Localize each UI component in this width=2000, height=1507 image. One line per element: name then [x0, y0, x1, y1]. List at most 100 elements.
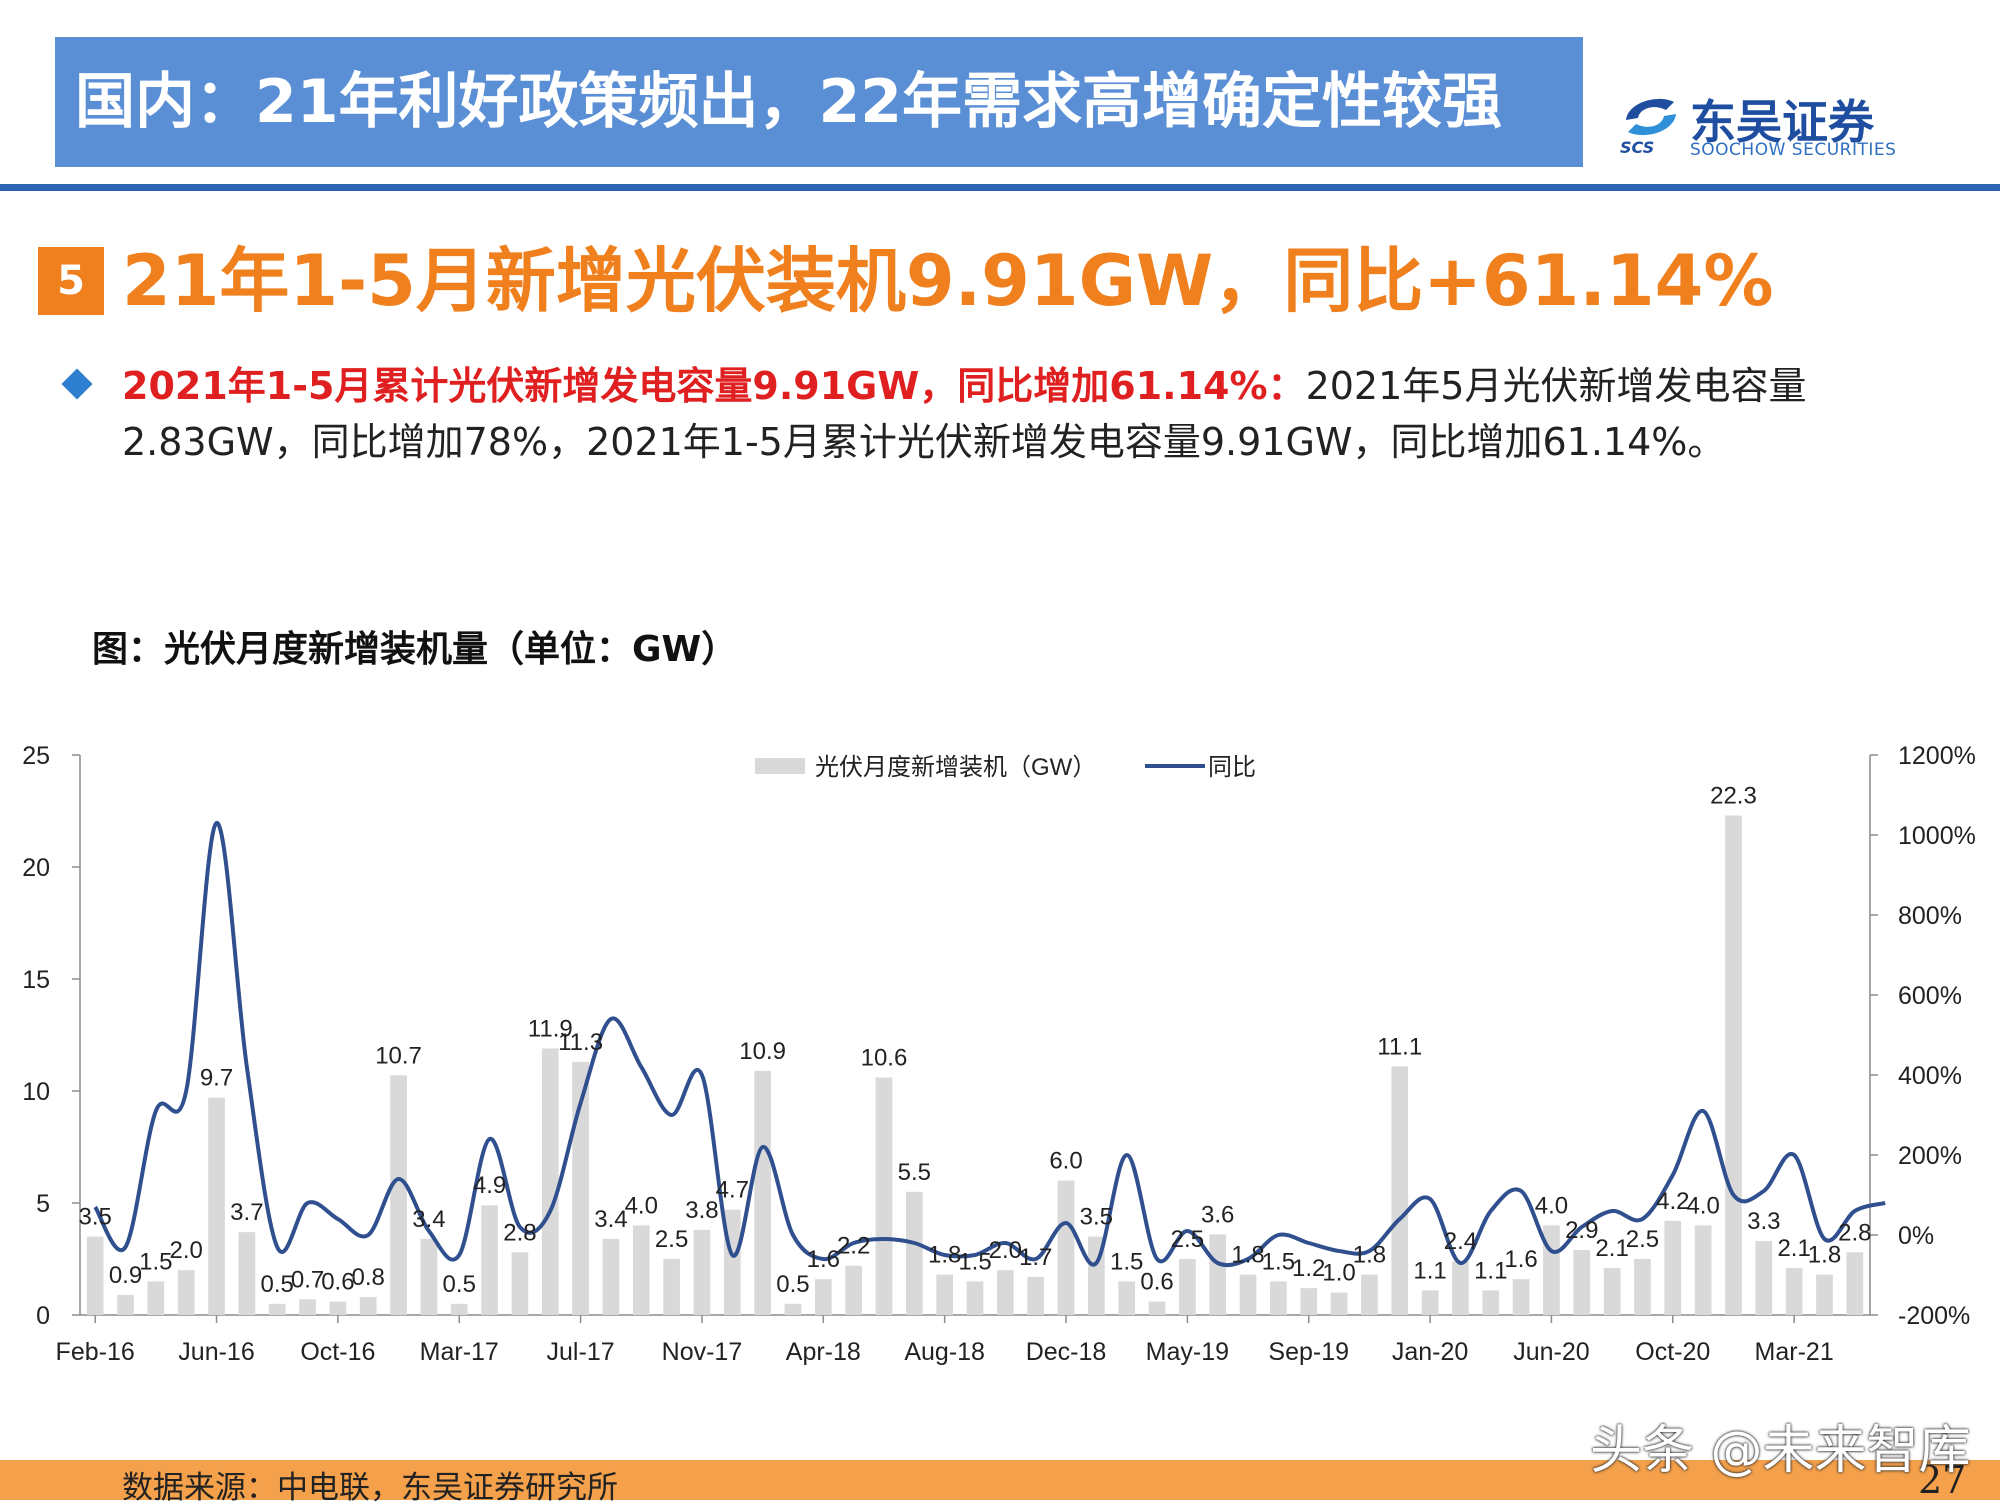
y-right-tick-label: 400% — [1898, 1062, 1962, 1090]
bar — [845, 1265, 862, 1315]
bar-data-label: 2.0 — [169, 1237, 202, 1264]
bar — [450, 1303, 468, 1315]
bar-data-label: 1.8 — [1808, 1242, 1841, 1269]
bar — [1148, 1301, 1166, 1315]
bar-data-label: 2.8 — [1838, 1219, 1871, 1246]
bar-data-label: 1.2 — [1292, 1255, 1325, 1282]
bar — [268, 1303, 286, 1315]
bar-data-label: 0.5 — [443, 1271, 476, 1298]
bar — [1634, 1259, 1651, 1315]
bar — [1330, 1292, 1348, 1315]
bar — [1421, 1290, 1439, 1315]
y-right-tick-label: 600% — [1898, 982, 1962, 1010]
y-left-tick-label: 0 — [36, 1302, 50, 1330]
bar-data-label: 0.8 — [352, 1264, 385, 1291]
bar-data-label: 2.1 — [1595, 1235, 1628, 1262]
bar-data-label: 1.5 — [1110, 1248, 1143, 1275]
bar-data-label: 0.5 — [261, 1271, 294, 1298]
bar — [238, 1232, 256, 1315]
bar-data-label: 2.5 — [1626, 1226, 1659, 1253]
x-tick-label: Dec-18 — [1026, 1338, 1107, 1366]
bar — [299, 1299, 316, 1315]
bar — [1027, 1276, 1045, 1315]
bar — [86, 1236, 104, 1315]
bar-data-label: 0.5 — [776, 1271, 809, 1298]
bar — [1664, 1220, 1682, 1315]
bar — [632, 1225, 650, 1315]
bar-data-label: 2.2 — [837, 1233, 870, 1260]
y-right-tick-label: 200% — [1898, 1142, 1962, 1170]
bar — [1755, 1241, 1773, 1315]
bar — [481, 1205, 498, 1315]
section-number: 5 — [38, 247, 104, 315]
y-right-tick-label: -200% — [1898, 1302, 1970, 1330]
bar-data-label: 0.9 — [109, 1262, 142, 1289]
bar — [1452, 1261, 1469, 1315]
bullet-body: 2021年5月光伏新增发电容量2.83GW，同比增加78%，2021年1-5月累… — [122, 364, 1807, 464]
y-left-tick-label: 25 — [22, 742, 50, 770]
logo-name: 东吴证券 — [1690, 95, 1874, 149]
bar-data-label: 3.3 — [1747, 1208, 1780, 1235]
bar — [208, 1097, 225, 1315]
bar — [905, 1191, 923, 1315]
bar — [1725, 815, 1742, 1315]
company-logo: SCS 东吴证券 SOOCHOW SECURITIES — [1618, 92, 1898, 162]
bar — [1361, 1274, 1378, 1315]
diamond-bullet-icon — [61, 368, 93, 400]
x-tick-label: Oct-16 — [300, 1338, 375, 1366]
bar-data-label: 1.1 — [1413, 1257, 1446, 1284]
bar-data-label: 2.4 — [1444, 1228, 1477, 1255]
bar-data-label: 3.4 — [412, 1206, 445, 1233]
legend-bar-swatch — [755, 758, 805, 774]
bar — [1573, 1250, 1591, 1315]
bar — [1179, 1259, 1196, 1315]
bar — [1603, 1267, 1621, 1315]
bar-data-label: 3.7 — [230, 1199, 263, 1226]
x-tick-label: Oct-20 — [1635, 1338, 1710, 1366]
bar-data-label: 1.7 — [1019, 1244, 1052, 1271]
bar-data-label: 1.5 — [1262, 1248, 1295, 1275]
bar-data-label: 1.8 — [1231, 1242, 1264, 1269]
x-tick-label: Sep-19 — [1268, 1338, 1349, 1366]
bar-data-label: 3.4 — [594, 1206, 627, 1233]
y-right-tick-label: 1200% — [1898, 742, 1976, 770]
y-right-tick-label: 800% — [1898, 902, 1962, 930]
bar-data-label: 9.7 — [200, 1065, 233, 1092]
logo-abbreviation: SCS — [1620, 138, 1655, 157]
x-tick-label: Aug-18 — [904, 1338, 985, 1366]
x-tick-label: Feb-16 — [56, 1338, 135, 1366]
bar-data-label: 2.0 — [989, 1237, 1022, 1264]
bar — [420, 1238, 438, 1315]
bar-data-label: 3.5 — [78, 1204, 111, 1231]
bar-data-label: 2.8 — [503, 1219, 536, 1246]
bar — [359, 1297, 377, 1315]
bar-data-label: 4.0 — [1686, 1192, 1719, 1219]
bar-data-label: 22.3 — [1710, 782, 1757, 809]
bar — [784, 1303, 802, 1315]
bar-data-label: 11.3 — [558, 1029, 603, 1056]
bar-data-label: 4.0 — [1535, 1192, 1568, 1219]
bar-data-label: 1.5 — [958, 1248, 991, 1275]
chart-caption: 图：光伏月度新增装机量（单位：GW） — [92, 629, 738, 670]
bar-data-label: 10.6 — [861, 1045, 908, 1072]
bar — [1785, 1267, 1803, 1315]
bar — [1512, 1279, 1530, 1315]
logo-swirl-icon — [1626, 98, 1676, 136]
bar-data-label: 2.1 — [1777, 1235, 1810, 1262]
x-tick-label: Jun-16 — [178, 1338, 254, 1366]
bar — [511, 1252, 529, 1315]
bar-data-label: 1.8 — [928, 1242, 961, 1269]
bar-data-label: 0.7 — [291, 1266, 324, 1293]
bar — [1816, 1274, 1833, 1315]
bar — [663, 1259, 680, 1315]
x-tick-label: Mar-21 — [1755, 1338, 1834, 1366]
bar — [1118, 1281, 1136, 1315]
bar — [329, 1301, 347, 1315]
legend-bar-label: 光伏月度新增装机（GW） — [815, 754, 1096, 781]
bar-data-label: 4.0 — [625, 1192, 658, 1219]
bar-data-label: 1.0 — [1322, 1260, 1355, 1287]
bar — [390, 1075, 407, 1315]
bar — [936, 1274, 954, 1315]
bar-data-label: 1.6 — [1504, 1246, 1537, 1273]
page-number: 27 — [1918, 1458, 1967, 1502]
